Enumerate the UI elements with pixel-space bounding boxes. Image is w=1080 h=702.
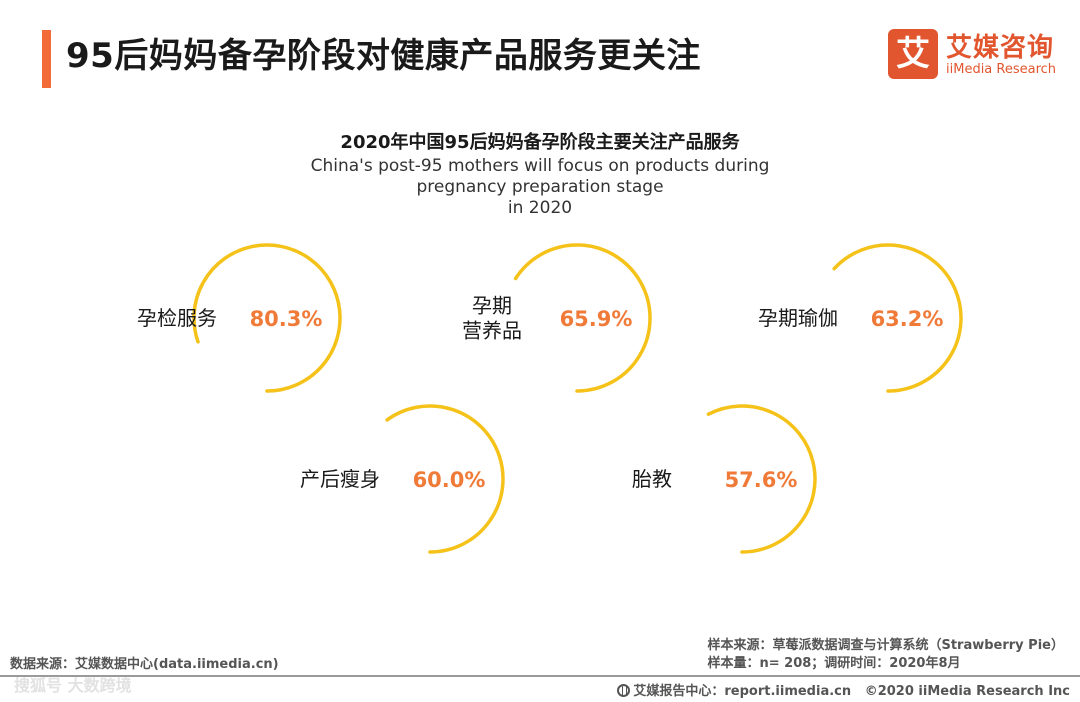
ring-label-1: 孕检服务 bbox=[137, 306, 217, 330]
watermark: 搜狐号 大数跨境 bbox=[14, 676, 132, 695]
title-accent-bar bbox=[42, 30, 51, 88]
ring-arc-4 bbox=[385, 404, 505, 554]
ring-value-4: 60.0% bbox=[413, 468, 486, 492]
ring-label-4: 产后瘦身 bbox=[300, 467, 380, 491]
sample-source: 样本来源：草莓派数据调查与计算系统（Strawberry Pie） bbox=[707, 638, 1064, 653]
sample-info: 样本来源：草莓派数据调查与计算系统（Strawberry Pie） 样本量：n=… bbox=[707, 637, 1064, 673]
chart-title: 2020年中国95后妈妈备孕阶段主要关注产品服务 bbox=[340, 132, 740, 153]
ring-arc-3 bbox=[832, 243, 963, 393]
ring-value-5: 57.6% bbox=[725, 468, 798, 492]
ring-arc-1 bbox=[192, 243, 342, 393]
chart-subtitle-line-1: China's post-95 mothers will focus on pr… bbox=[310, 156, 770, 197]
ring-value-2: 65.9% bbox=[560, 307, 633, 331]
globe-icon bbox=[617, 684, 631, 697]
ring-arc-2 bbox=[513, 243, 652, 393]
ring-arc-5 bbox=[706, 404, 817, 554]
sample-size: 样本量：n= 208；调研时间：2020年8月 bbox=[707, 656, 961, 671]
logo-badge: 艾 bbox=[888, 29, 938, 79]
iimedia-logo: 艾 艾媒咨询 iiMedia Research bbox=[888, 29, 1063, 83]
copyright: ©2020 iiMedia Research Inc bbox=[864, 684, 1070, 699]
logo-cn-text: 艾媒咨询 bbox=[946, 33, 1055, 63]
chart-subtitle: China's post-95 mothers will focus on pr… bbox=[290, 156, 790, 219]
ring-label-3: 孕期瑜伽 bbox=[758, 306, 838, 330]
footer-credits: 艾媒报告中心：report.iimedia.cn ©2020 iiMedia R… bbox=[617, 680, 1070, 699]
chart-subtitle-line-2: in 2020 bbox=[507, 198, 573, 218]
footer-divider bbox=[0, 675, 1080, 677]
data-source: 数据来源：艾媒数据中心(data.iimedia.cn) bbox=[10, 657, 279, 672]
ring-label-2: 孕期营养品 bbox=[462, 294, 522, 343]
logo-en-text: iiMedia Research bbox=[946, 62, 1057, 77]
report-center: 艾媒报告中心：report.iimedia.cn bbox=[633, 684, 852, 699]
ring-value-3: 63.2% bbox=[871, 307, 944, 331]
ring-label-5: 胎教 bbox=[632, 467, 672, 491]
ring-value-1: 80.3% bbox=[250, 307, 323, 331]
page-title: 95后妈妈备孕阶段对健康产品服务更关注 bbox=[66, 36, 701, 76]
